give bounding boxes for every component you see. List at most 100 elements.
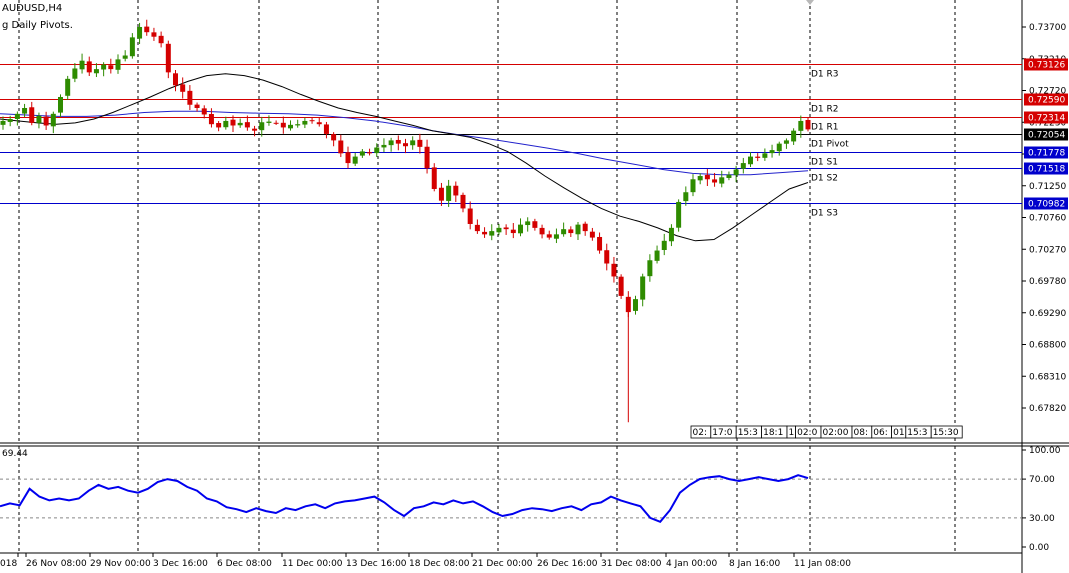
price-tick-label: 0.72720 [1029,87,1066,97]
candle-body [668,227,674,242]
candle [295,119,301,128]
candle [546,230,552,240]
time-box: 08: [851,425,873,439]
candle-body [244,122,250,128]
candle [302,117,308,129]
time-tick-label: 21 Dec 00:00 [472,559,533,569]
candle-body [108,65,114,70]
time-tick-label: 31 Dec 08:00 [601,559,662,569]
candle-body [29,107,35,123]
candle [237,118,243,128]
candle [230,115,236,132]
candle [158,31,164,48]
pivot-price-box: 0.72314 [1024,111,1068,124]
candle-body [589,231,595,238]
candle-body [316,122,322,125]
time-tick-label: 11 Dec 00:00 [282,559,343,569]
candle-body [568,229,574,234]
time-tick-label: 29 Nov 00:00 [90,559,151,569]
candle-body [410,140,416,146]
candle-body [712,179,718,183]
candle [345,146,351,169]
chart-shift-triangle-icon[interactable] [806,0,814,5]
candle-body [151,32,157,37]
candle-body [582,223,588,232]
candle [740,157,746,174]
candle-body [482,231,488,235]
candle [683,186,689,206]
candle [352,152,358,167]
candle [553,228,559,244]
candle-body [288,124,293,129]
candle [266,115,272,126]
candle-body [208,113,214,125]
candle-body [201,108,207,115]
candle-body [805,119,811,130]
candle-body [489,231,495,236]
candle [144,19,150,36]
pivot-line-label: D1 R1 [811,123,839,133]
candle-body [417,139,423,147]
time-box-bg [930,425,963,439]
time-box-text: 02: [693,428,707,438]
time-tick-label: 3 Dec 16:00 [153,559,208,569]
candle [72,63,78,83]
pivot-price-box: 0.72054 [1024,128,1068,141]
pivot-line-label: D1 S1 [811,158,838,168]
candle-body [510,229,516,234]
candle [108,58,114,74]
candle-body [0,120,6,125]
candle [208,108,214,128]
candle-body [158,35,164,44]
rsi-path [0,474,809,523]
time-box-text: 06: [873,428,887,438]
candle [86,56,92,77]
candle [805,117,811,132]
candle [568,226,574,238]
candle-body [446,185,452,201]
candle [755,153,761,162]
candle [29,101,35,126]
candle [137,22,143,45]
time-box: 01 [891,425,907,439]
shift-marker[interactable] [806,0,814,5]
price-tick-label: 0.68310 [1029,372,1066,382]
pivot-line-label: D1 R3 [811,70,839,80]
price-tick-label: 0.73700 [1029,23,1066,33]
candle [748,152,753,167]
candle [273,120,279,125]
candle-body [367,152,373,154]
candle-body [194,104,200,108]
candle [582,221,588,236]
time-box-text: 01 [893,428,904,438]
rsi-panel[interactable]: 69.44 100.00 70.00 30.00 0.00 [0,446,1061,553]
candle-body [618,276,624,296]
candle-body [474,224,480,232]
candle-body [129,37,135,57]
candle [712,172,718,187]
candle-body [115,59,121,70]
candle [323,121,329,139]
candle [316,117,322,127]
candle [359,149,365,158]
candle [187,85,193,111]
time-box-text: 15:3 [738,428,758,438]
candle-body [22,107,28,114]
candle [223,116,229,130]
pivot-price-box-bg [1024,128,1068,141]
candle-body [496,227,502,233]
candle [467,201,473,230]
candle [36,112,42,129]
candle-body [352,156,358,164]
candle-body [323,124,329,134]
pivot-line-label: D1 S3 [811,209,838,219]
candle [252,125,258,137]
candle [769,144,775,158]
candle-body [733,169,739,176]
candle [719,170,725,188]
time-tick-label: 11 Jan 08:00 [794,559,851,569]
time-box-text: 15:3 [907,428,927,438]
candle-body [58,96,63,113]
